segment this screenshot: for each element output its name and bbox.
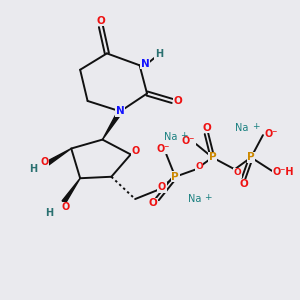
Text: O: O: [97, 16, 105, 26]
Text: O: O: [233, 168, 241, 177]
Polygon shape: [102, 110, 122, 140]
Text: O: O: [195, 162, 203, 171]
Text: P: P: [172, 172, 179, 182]
Text: H: H: [29, 164, 38, 174]
Text: H: H: [45, 208, 53, 218]
Text: P: P: [208, 152, 216, 162]
Text: +: +: [180, 130, 188, 140]
Text: O⁻: O⁻: [182, 136, 195, 146]
Text: O⁻: O⁻: [157, 143, 170, 154]
Text: +: +: [204, 193, 212, 202]
Text: Na: Na: [236, 123, 249, 133]
Text: O: O: [40, 157, 49, 167]
Text: O: O: [239, 179, 248, 189]
Text: N: N: [141, 59, 149, 69]
Text: Na: Na: [188, 194, 201, 204]
Text: O⁻H: O⁻H: [272, 167, 294, 177]
Text: O: O: [202, 123, 211, 133]
Text: P: P: [247, 152, 255, 162]
Text: O⁻: O⁻: [265, 129, 278, 139]
Polygon shape: [62, 178, 80, 203]
Text: H: H: [155, 49, 163, 59]
Text: O: O: [174, 96, 183, 106]
Text: +: +: [252, 122, 259, 131]
Text: N: N: [116, 106, 125, 116]
Text: O: O: [148, 199, 157, 208]
Text: O: O: [132, 146, 140, 156]
Text: O: O: [158, 182, 166, 192]
Text: O: O: [61, 202, 69, 212]
Polygon shape: [46, 148, 71, 165]
Text: Na: Na: [164, 132, 178, 142]
